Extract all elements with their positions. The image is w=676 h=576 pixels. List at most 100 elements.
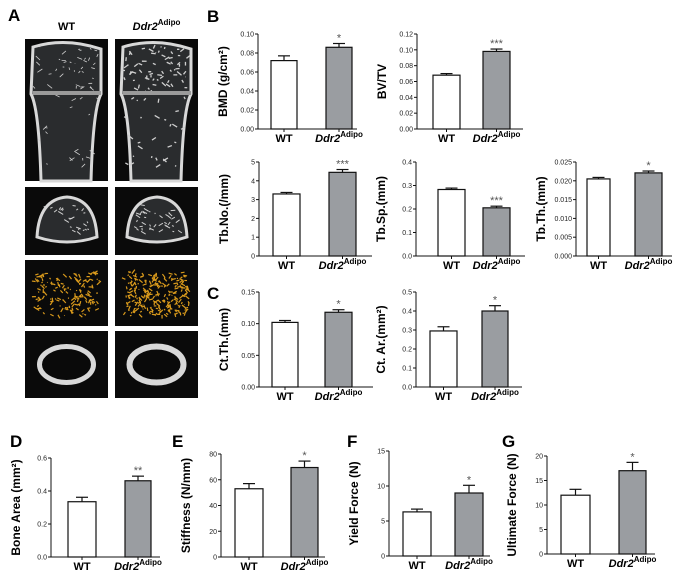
trabecula-3d <box>36 275 41 278</box>
y-axis-label: BV/TV <box>375 64 389 99</box>
category-label: Ddr2 <box>473 260 498 272</box>
y-tick-label: 0.010 <box>554 216 572 223</box>
significance-marker: * <box>646 160 651 172</box>
trabecula-3d <box>177 304 180 307</box>
trabecula-3d <box>178 298 182 303</box>
trabecula <box>89 150 95 155</box>
trabecula-3d <box>35 298 39 301</box>
trabecula <box>123 77 126 81</box>
bar-ddr2-adipo <box>618 470 647 555</box>
y-tick-label: 0.000 <box>554 254 572 261</box>
category-label: Ddr2 <box>114 561 139 573</box>
y-tick-label: 1 <box>251 235 255 242</box>
bar-ddr2-adipo <box>325 46 353 130</box>
trabecula-3d <box>50 281 53 284</box>
trabecula <box>167 144 173 148</box>
x-tick-label: WT <box>278 260 295 272</box>
x-tick-label: Ddr2Adipo <box>445 557 493 572</box>
y-tick-label: 5 <box>539 527 543 534</box>
trabecula-3d <box>90 278 94 281</box>
trabecula <box>53 209 58 213</box>
chart-bone-area-mm: 0.0 0.2 0.4 0.6 Bone Area (mm²) WT Ddr2Adipo ** <box>9 456 162 574</box>
trabecula-3d <box>84 313 87 316</box>
trabecula-3d <box>182 292 187 297</box>
cross-section-shape <box>35 195 99 244</box>
y-tick-label: 0.08 <box>399 63 413 70</box>
trabecula-3d <box>179 312 182 316</box>
y-tick-label: 0.4 <box>37 489 47 496</box>
x-tick-label: Ddr2Adipo <box>625 257 673 272</box>
trabecula-3d <box>83 296 88 300</box>
trabecula <box>88 113 91 116</box>
trabecula-3d <box>38 296 40 301</box>
trabecula-3d <box>183 274 188 277</box>
trabecula <box>58 58 61 61</box>
trabecula-3d <box>148 298 153 301</box>
trabecula-3d <box>131 299 135 303</box>
y-axis-label: Bone Area (mm²) <box>9 459 23 555</box>
trabecula-3d <box>62 299 67 304</box>
trabecula-3d <box>183 275 186 278</box>
trabecula-3d <box>151 277 155 282</box>
trabecula <box>176 70 182 76</box>
trabecula <box>148 210 151 213</box>
trabecula-3d <box>181 280 185 283</box>
trabecula <box>158 222 164 227</box>
trabecula <box>165 225 171 229</box>
trabecula-3d <box>35 307 40 311</box>
trabecula <box>170 83 174 88</box>
trabecula-3d <box>94 307 100 311</box>
trabecula <box>128 51 131 55</box>
trabecula-3d <box>138 296 143 302</box>
x-tick-label: WT <box>276 391 293 403</box>
trabecula-3d <box>140 275 144 278</box>
trabecula-3d <box>73 272 77 276</box>
y-tick-label: 0.015 <box>554 197 572 204</box>
trabecula-3d <box>81 294 84 297</box>
trabecula-3d <box>130 280 133 283</box>
trabecula <box>142 211 148 214</box>
trabecula-3d <box>138 297 141 301</box>
column-header-superscript: Adipo <box>158 18 181 27</box>
trabecula <box>170 51 174 55</box>
trabecula <box>91 67 95 70</box>
trabecula-3d <box>168 274 172 279</box>
trabecula <box>59 73 64 78</box>
y-tick-label: 10 <box>377 484 385 491</box>
trabecula <box>69 157 73 161</box>
y-tick-label: 0.1 <box>402 230 412 237</box>
trabecula-3d <box>78 293 83 298</box>
trabecula-3d <box>76 298 79 303</box>
trabecula-3d <box>78 282 81 285</box>
panel-label-f: F <box>347 432 357 451</box>
trabecula-3d <box>92 271 97 276</box>
category-label: Ddr2 <box>625 260 650 272</box>
trabecula-3d <box>37 291 40 293</box>
bar-ddr2-adipo <box>324 311 353 388</box>
trabecula-3d <box>70 297 75 301</box>
trabecula-3d <box>56 277 59 282</box>
y-tick-label: 20 <box>209 529 217 536</box>
bar-wt <box>234 488 264 558</box>
trabecula-3d <box>149 284 155 288</box>
trabecula <box>152 44 156 49</box>
category-superscript: Adipo <box>498 257 521 266</box>
category-superscript: Adipo <box>496 388 519 397</box>
trabecula <box>68 67 71 71</box>
trabecula-3d <box>174 313 177 318</box>
trabecula-3d <box>128 275 133 280</box>
y-tick-label: 0.5 <box>402 290 412 297</box>
x-tick-label: WT <box>73 561 90 573</box>
trabecula <box>163 46 166 50</box>
micro-ct-images: WT Ddr2Adipo <box>25 18 198 398</box>
x-tick-label: Ddr2Adipo <box>281 558 329 573</box>
bar-ddr2-adipo <box>482 50 511 130</box>
trabecula-3d <box>166 301 171 306</box>
y-tick-label: 5 <box>381 519 385 526</box>
trabecula <box>83 59 88 63</box>
bar-wt <box>429 330 458 388</box>
trabecula-3d <box>151 309 154 313</box>
trabecula-3d <box>129 287 133 290</box>
trabecula-3d <box>141 305 146 308</box>
chart-tb-sp-mm: 0.0 0.1 0.2 0.3 0.4 Tb.Sp.(mm) WT Ddr2Adipo *** <box>374 160 525 272</box>
